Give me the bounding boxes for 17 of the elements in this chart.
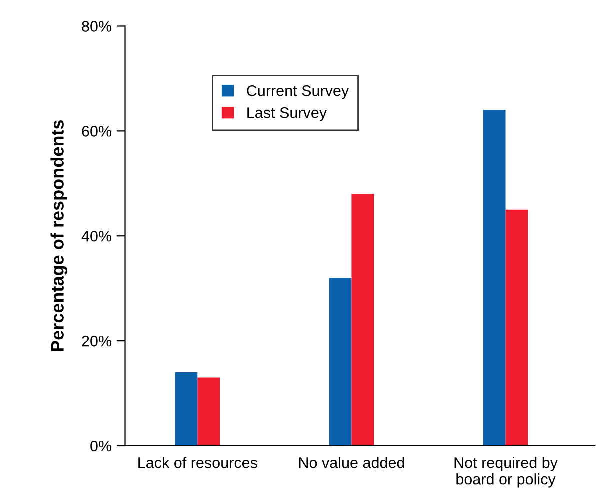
legend-label: Last Survey bbox=[248, 107, 328, 122]
x-tick-label: Not required by board or policy bbox=[454, 457, 558, 488]
y-tick-label: 80% bbox=[82, 21, 112, 32]
bar bbox=[506, 210, 528, 446]
x-tick-label: No value added bbox=[299, 457, 404, 468]
bar bbox=[329, 278, 352, 446]
y-tick-label: 40% bbox=[82, 230, 112, 242]
y-axis-title: Percentage of respondents bbox=[50, 120, 68, 352]
bar bbox=[352, 194, 374, 446]
bar bbox=[198, 378, 220, 446]
y-tick-label: 20% bbox=[82, 336, 112, 347]
x-tick-label: Lack of resources bbox=[138, 457, 258, 468]
bar bbox=[483, 110, 506, 446]
y-tick-label: 60% bbox=[82, 126, 112, 137]
y-tick-label: 0% bbox=[90, 440, 112, 452]
bar bbox=[175, 372, 198, 446]
legend-label: Current Survey bbox=[247, 86, 350, 100]
